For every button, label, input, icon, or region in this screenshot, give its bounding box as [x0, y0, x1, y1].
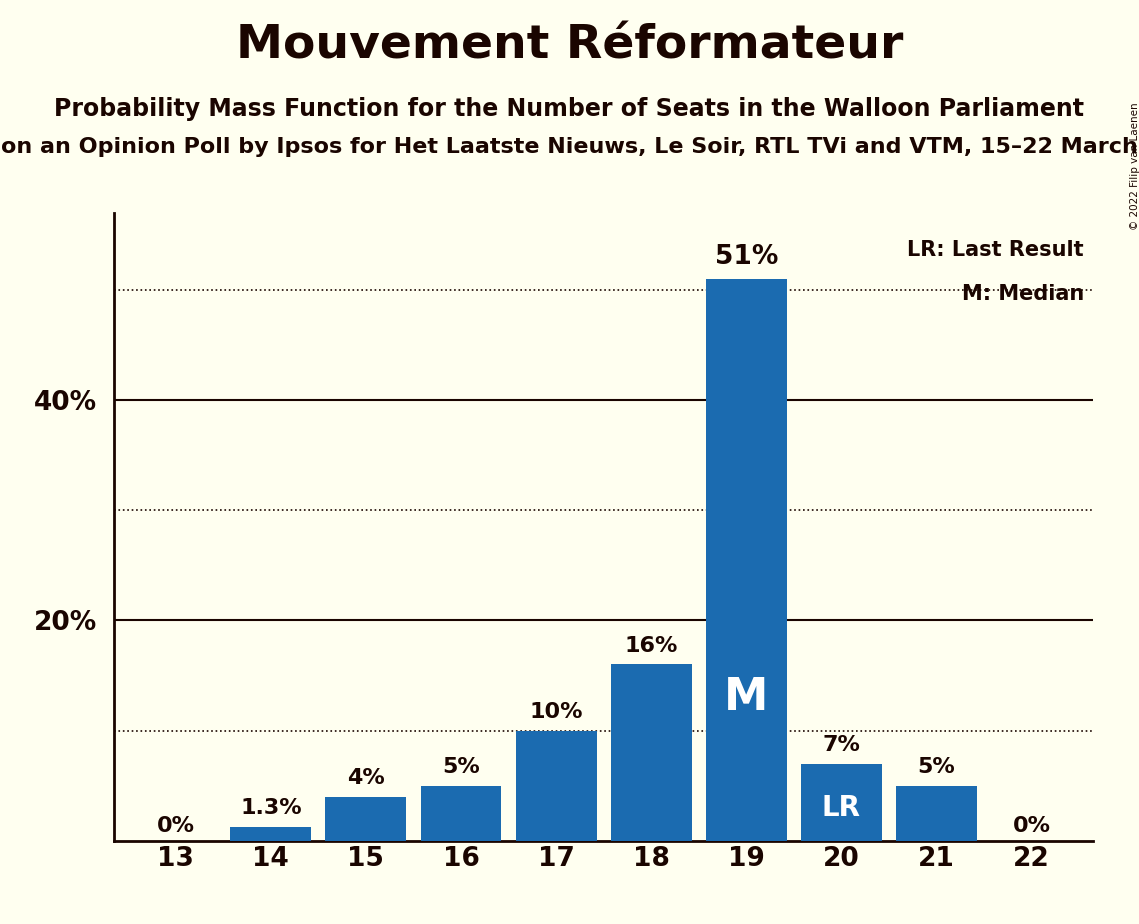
Text: 7%: 7%: [822, 735, 860, 755]
Text: 51%: 51%: [714, 244, 778, 270]
Text: M: M: [724, 676, 769, 719]
Bar: [516, 731, 597, 841]
Text: on an Opinion Poll by Ipsos for Het Laatste Nieuws, Le Soir, RTL TVi and VTM, 15: on an Opinion Poll by Ipsos for Het Laat…: [1, 137, 1138, 157]
Bar: [326, 796, 407, 841]
Text: 1.3%: 1.3%: [240, 797, 302, 818]
Text: © 2022 Filip van Laenen: © 2022 Filip van Laenen: [1130, 103, 1139, 230]
Text: 4%: 4%: [347, 768, 385, 788]
Text: Probability Mass Function for the Number of Seats in the Walloon Parliament: Probability Mass Function for the Number…: [55, 97, 1084, 121]
Bar: [230, 826, 311, 841]
Text: 0%: 0%: [157, 817, 195, 836]
Bar: [420, 785, 501, 841]
Text: M: Median: M: Median: [961, 285, 1084, 304]
Text: 0%: 0%: [1013, 817, 1050, 836]
Text: 5%: 5%: [442, 757, 480, 777]
Text: 16%: 16%: [624, 636, 678, 656]
Bar: [611, 664, 691, 841]
Text: 5%: 5%: [918, 757, 956, 777]
Bar: [896, 785, 977, 841]
Text: Mouvement Réformateur: Mouvement Réformateur: [236, 23, 903, 68]
Bar: [801, 763, 882, 841]
Text: 10%: 10%: [530, 702, 583, 722]
Text: LR: LR: [822, 795, 861, 822]
Bar: [706, 279, 787, 841]
Text: LR: Last Result: LR: Last Result: [908, 240, 1084, 260]
